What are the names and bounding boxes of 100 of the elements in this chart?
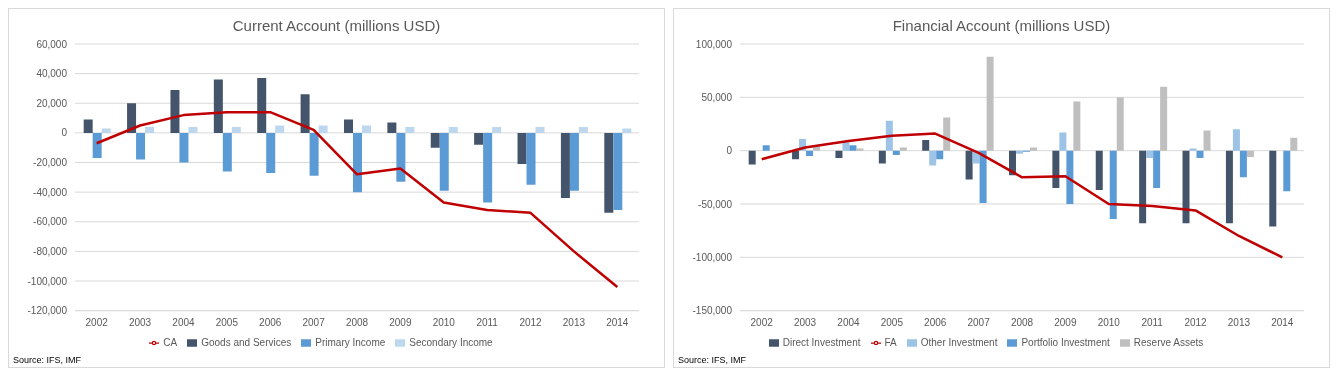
source-note: Source: IFS, IMF — [13, 355, 82, 365]
x-tick-label: 2007 — [302, 316, 326, 328]
bar — [1196, 150, 1204, 159]
x-tick-label: 2005 — [880, 316, 904, 328]
bar — [1015, 150, 1023, 154]
bar — [309, 132, 319, 176]
x-tick-label: 2011 — [476, 316, 499, 328]
y-tick-label: 50,000 — [701, 91, 733, 103]
bar — [1239, 150, 1247, 178]
legend-label: Direct Investment — [782, 336, 861, 348]
bar — [1095, 150, 1103, 191]
x-tick-label: 2013 — [1227, 316, 1251, 328]
line-series — [95, 110, 619, 289]
bar — [1225, 150, 1233, 224]
bar — [101, 128, 111, 133]
legend-label: Portfolio Investment — [1021, 336, 1110, 348]
bar — [1109, 150, 1117, 219]
bar — [1116, 97, 1124, 151]
bar — [986, 56, 994, 151]
x-tick-label: 2014 — [606, 316, 629, 328]
y-tick-label: -20,000 — [33, 157, 68, 169]
x-tick-label: 2004 — [172, 316, 196, 328]
bar — [943, 117, 951, 151]
bar — [387, 122, 397, 133]
y-tick-label: -150,000 — [692, 305, 733, 317]
bar — [762, 145, 770, 151]
y-tick-label: 0 — [61, 127, 68, 139]
x-tick-label: 2006 — [259, 316, 282, 328]
bar — [1290, 137, 1298, 151]
bar — [842, 142, 850, 151]
bar — [266, 132, 276, 173]
x-tick-label: 2007 — [967, 316, 991, 328]
bar — [439, 132, 449, 191]
bar — [535, 126, 545, 133]
y-tick-label: -40,000 — [33, 186, 68, 198]
bar — [136, 132, 146, 160]
bar — [835, 150, 843, 159]
bar — [83, 119, 93, 133]
bar — [492, 126, 502, 133]
x-tick-label: 2009 — [1054, 316, 1077, 328]
bar — [1269, 150, 1277, 227]
source-note: Source: IFS, IMF — [678, 355, 747, 365]
bar — [92, 132, 102, 159]
legend-label: Goods and Services — [201, 336, 292, 348]
bar — [622, 128, 632, 133]
bar — [474, 132, 484, 145]
bar — [878, 150, 886, 164]
bar — [979, 150, 987, 203]
bar — [1059, 132, 1067, 151]
y-tick-label: -100,000 — [692, 251, 733, 263]
bar — [1073, 101, 1081, 151]
bar — [275, 125, 285, 133]
y-tick-label: -100,000 — [27, 275, 68, 287]
bar — [578, 126, 588, 133]
bar — [806, 150, 814, 156]
bar — [856, 148, 864, 151]
bar — [965, 150, 973, 180]
x-tick-label: 2003 — [793, 316, 817, 328]
y-tick-label: 20,000 — [36, 97, 68, 109]
x-tick-label: 2010 — [1097, 316, 1121, 328]
x-tick-label: 2002 — [85, 316, 109, 328]
bar — [1246, 150, 1254, 158]
bar — [222, 132, 232, 172]
bar — [885, 120, 893, 151]
bar — [1029, 147, 1037, 151]
legend-label: Other Investment — [920, 336, 998, 348]
y-tick-label: -60,000 — [33, 216, 68, 228]
legend-label: Primary Income — [315, 336, 386, 348]
x-tick-label: 2010 — [432, 316, 456, 328]
chart-title: Current Account (millions USD) — [231, 17, 442, 34]
bar — [569, 132, 579, 191]
bar — [170, 89, 180, 133]
bar — [483, 132, 493, 203]
bar — [231, 126, 241, 133]
bar — [748, 150, 756, 165]
bar — [922, 139, 930, 151]
bar — [396, 132, 406, 182]
bar — [1283, 150, 1291, 192]
bar — [213, 79, 223, 133]
x-tick-label: 2006 — [924, 316, 947, 328]
bar — [145, 126, 155, 133]
bar — [1160, 86, 1168, 151]
x-tick-label: 2005 — [215, 316, 239, 328]
bar — [405, 126, 415, 133]
bar — [1066, 150, 1074, 204]
line-series — [760, 132, 1284, 259]
bar — [892, 150, 900, 155]
bar — [1189, 148, 1197, 151]
x-tick-label: 2008 — [1010, 316, 1034, 328]
chart-title: Financial Account (millions USD) — [891, 17, 1112, 34]
bar — [1146, 150, 1154, 159]
x-tick-label: 2013 — [562, 316, 586, 328]
x-tick-label: 2012 — [1184, 316, 1208, 328]
legend-label: FA — [884, 336, 897, 348]
y-tick-label: 40,000 — [36, 68, 68, 80]
y-tick-label: 60,000 — [36, 38, 68, 50]
bar — [430, 132, 440, 148]
x-tick-label: 2008 — [345, 316, 369, 328]
bar — [257, 78, 267, 133]
x-tick-label: 2004 — [837, 316, 861, 328]
